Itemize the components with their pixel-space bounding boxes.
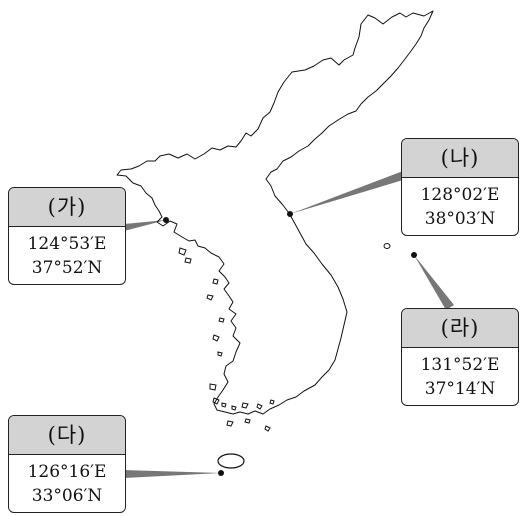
leader-line-ga [124, 220, 166, 231]
leader-lines [124, 171, 454, 478]
callout-ra-longitude: 131°52′E [420, 355, 500, 375]
callout-na-longitude: 128°02′E [420, 185, 500, 205]
callout-ga: (가) 124°53′E 37°52′N [8, 187, 126, 285]
ulleung-island [383, 243, 391, 249]
dot-ga [163, 217, 169, 223]
dot-da [218, 470, 224, 476]
leader-line-na [290, 171, 403, 214]
dot-na [287, 211, 293, 217]
location-dots [163, 211, 417, 476]
callout-da-title: (다) [9, 416, 125, 455]
callout-ra-title: (라) [402, 309, 518, 348]
callout-da-latitude: 33°06′N [31, 486, 103, 506]
callout-ga-longitude: 124°53′E [27, 234, 107, 254]
callout-da: (다) 126°16′E 33°06′N [8, 415, 126, 513]
callout-ra: (라) 131°52′E 37°14′N [401, 308, 519, 406]
callout-ga-title: (가) [9, 188, 125, 227]
west-coast-islands [178, 247, 275, 432]
callout-da-longitude: 126°16′E [27, 462, 107, 482]
peninsula-coastline [116, 10, 434, 415]
dot-ra [411, 252, 417, 258]
callout-na-latitude: 38°03′N [424, 209, 496, 229]
leader-line-da [124, 470, 221, 478]
callout-na: (나) 128°02′E 38°03′N [401, 138, 519, 236]
callout-na-title: (나) [402, 139, 518, 178]
jeju-island [217, 453, 245, 469]
leader-line-ra [414, 255, 454, 310]
callout-ra-latitude: 37°14′N [424, 379, 496, 399]
callout-ga-latitude: 37°52′N [31, 258, 103, 278]
